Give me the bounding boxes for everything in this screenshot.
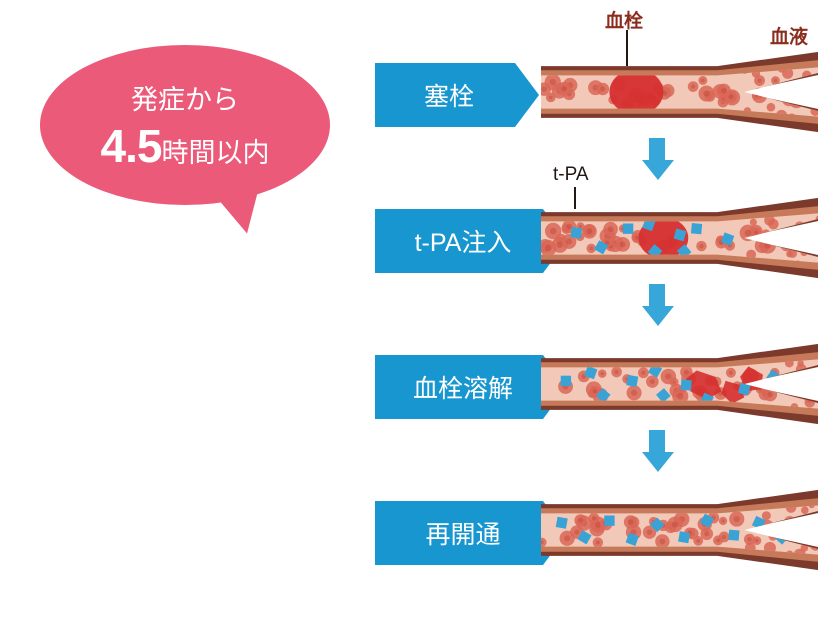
vessel-3-svg [541,338,818,430]
step-3: 血栓溶解 [375,338,818,435]
bubble-line2: 4.5時間以内 [101,119,270,173]
vessel-4-svg [541,484,818,576]
step-4-label: 再開通 [375,501,543,565]
step-1-label: 塞栓 [375,63,515,127]
step-4: 再開通 [375,484,818,581]
down-arrow-2 [642,284,672,324]
vessel-1 [541,46,818,143]
bubble-line1: 発症から [131,78,239,117]
bubble-line2-rest: 時間以内 [161,138,269,168]
annot-clot: 血栓 [605,6,643,33]
speech-bubble-body: 発症から 4.5時間以内 [40,45,330,205]
step-2-label: t-PA注入 [375,209,543,273]
vessel-2 [541,192,818,289]
annot-blood: 血液 [770,22,808,49]
vessel-1-svg [541,46,818,138]
step-3-label: 血栓溶解 [375,355,543,419]
vessel-2-svg [541,192,818,284]
down-arrow-1 [642,138,672,178]
step-2: t-PA注入 [375,192,818,289]
annot-tpa: t-PA [553,164,589,186]
step-1: 塞栓 [375,46,818,143]
bubble-number: 4.5 [101,120,162,172]
down-arrow-3 [642,430,672,470]
vessel-3 [541,338,818,435]
speech-bubble: 発症から 4.5時間以内 [40,45,330,205]
vessel-4 [541,484,818,581]
